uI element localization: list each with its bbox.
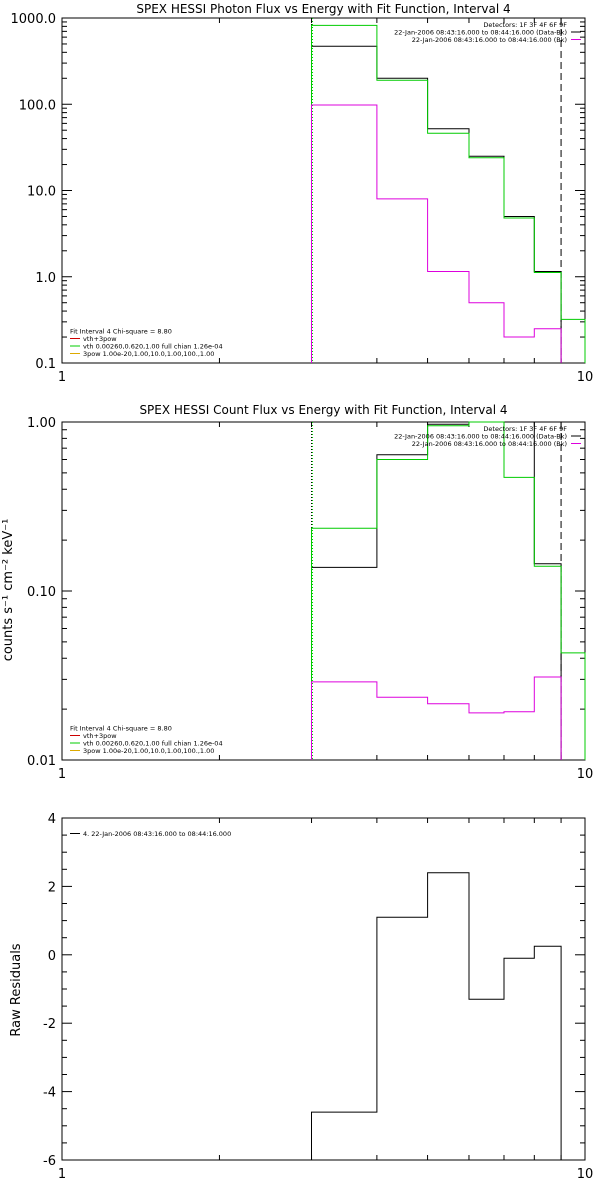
y-tick-label: 2 <box>48 880 56 895</box>
legend-text: vth+3pow <box>83 335 117 343</box>
y-tick-label: 0.1 <box>35 357 56 372</box>
chart-panel-2: SPEX HESSI Count Flux vs Energy with Fit… <box>1 403 593 782</box>
y-tick-label: 0.01 <box>27 754 56 769</box>
series-line-2 <box>311 421 586 760</box>
y-tick-label: 0.10 <box>27 585 56 600</box>
chart-title: SPEX HESSI Photon Flux vs Energy with Fi… <box>136 2 510 16</box>
x-tick-label: 1 <box>58 370 66 385</box>
legend-text: Detectors: 1F 3F 4F 6F 9F <box>483 21 567 29</box>
series-line-1 <box>311 421 562 760</box>
legend-text: 22-Jan-2006 08:43:16.000 to 08:44:16.000… <box>394 29 567 37</box>
x-tick-label: 10 <box>577 1167 594 1182</box>
series-line-3 <box>311 676 562 760</box>
plot-frame <box>61 817 586 1161</box>
legend-text: Fit Interval 4 Chi-square = 8.80 <box>70 725 172 733</box>
y-tick-label: 1.0 <box>35 271 56 286</box>
y-tick-label: -6 <box>43 1154 56 1169</box>
chart-panel-3: Raw Residuals 4 2 0 -2 -4 -61 10 4. 22-Jan-2006 … <box>9 812 593 1182</box>
legend-text: 3pow 1.00e-20,1.00,10.0,1.00,100.,1.00 <box>83 747 214 755</box>
x-tick-label: 1 <box>58 1167 66 1182</box>
y-tick-label: 1000.0 <box>11 12 57 27</box>
legend-text: Detectors: 1F 3F 4F 6F 9F <box>483 425 567 433</box>
legend-text: 4. 22-Jan-2006 08:43:16.000 to 08:44:16.… <box>83 830 231 838</box>
legend-text: Fit Interval 4 Chi-square = 8.80 <box>70 328 172 336</box>
y-tick-label: 0 <box>48 949 56 964</box>
chart-panel-1: SPEX HESSI Photon Flux vs Energy with Fi… <box>11 2 594 385</box>
series-line-1 <box>311 45 562 363</box>
x-tick-label: 10 <box>577 370 594 385</box>
series-line-1 <box>311 872 562 1160</box>
y-tick-label: 4 <box>48 812 56 827</box>
legend-text: 22-Jan-2006 08:43:16.000 to 08:44:16.000… <box>394 433 567 441</box>
series-line-2 <box>311 24 586 363</box>
x-tick-label: 10 <box>577 767 594 782</box>
y-tick-label: 10.0 <box>27 185 56 200</box>
chart-title: SPEX HESSI Count Flux vs Energy with Fit… <box>139 403 507 417</box>
y-axis-label: Raw Residuals <box>9 943 24 1036</box>
series-line-3 <box>311 104 562 363</box>
y-tick-label: -4 <box>43 1086 56 1101</box>
plot-frame <box>61 17 586 364</box>
y-tick-label: 1.00 <box>27 416 56 431</box>
legend-text: 3pow 1.00e-20,1.00,10.0,1.00,100.,1.00 <box>83 350 214 358</box>
legend-text: 22-Jan-2006 08:43:16.000 to 08:44:16.000… <box>412 440 567 448</box>
y-axis-label: counts s⁻¹ cm⁻² keV⁻¹ <box>1 519 16 662</box>
legend-text: vth+3pow <box>83 732 117 740</box>
x-tick-label: 1 <box>58 767 66 782</box>
y-tick-label: -2 <box>43 1017 56 1032</box>
legend-text: vth 0.00260,0.620,1.00 full chian 1.26e-… <box>83 740 223 748</box>
legend-text: vth 0.00260,0.620,1.00 full chian 1.26e-… <box>83 343 223 351</box>
legend-text: 22-Jan-2006 08:43:16.000 to 08:44:16.000… <box>412 36 567 44</box>
plot-frame <box>61 421 586 761</box>
y-tick-label: 100.0 <box>19 98 56 113</box>
